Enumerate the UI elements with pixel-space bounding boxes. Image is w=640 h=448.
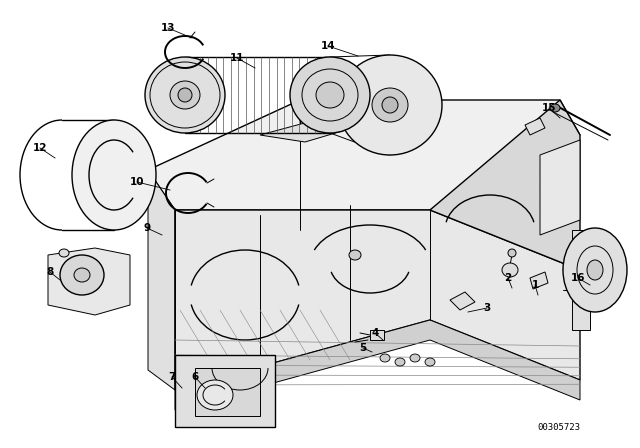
Bar <box>195 368 260 416</box>
Ellipse shape <box>170 81 200 109</box>
Ellipse shape <box>587 260 603 280</box>
Ellipse shape <box>178 88 192 102</box>
Bar <box>175 355 275 427</box>
Ellipse shape <box>72 120 156 230</box>
Ellipse shape <box>197 380 233 410</box>
Ellipse shape <box>425 358 435 366</box>
Ellipse shape <box>563 228 627 312</box>
Ellipse shape <box>410 354 420 362</box>
Text: 14: 14 <box>321 41 335 51</box>
Ellipse shape <box>59 249 69 257</box>
Ellipse shape <box>502 263 518 277</box>
Polygon shape <box>48 248 130 315</box>
Polygon shape <box>260 100 430 142</box>
Text: 2: 2 <box>504 273 511 283</box>
Polygon shape <box>148 100 580 210</box>
Polygon shape <box>540 140 580 235</box>
Polygon shape <box>530 272 548 289</box>
Bar <box>370 330 384 340</box>
Polygon shape <box>430 100 580 270</box>
Polygon shape <box>175 320 580 410</box>
Ellipse shape <box>395 358 405 366</box>
Text: 10: 10 <box>130 177 144 187</box>
Ellipse shape <box>508 249 516 257</box>
Text: 7: 7 <box>168 372 176 382</box>
Text: 3: 3 <box>483 303 491 313</box>
Text: 12: 12 <box>33 143 47 153</box>
Text: 6: 6 <box>191 372 198 382</box>
Ellipse shape <box>382 97 398 113</box>
Bar <box>572 230 590 330</box>
Ellipse shape <box>316 82 344 108</box>
Text: 15: 15 <box>541 103 556 113</box>
Ellipse shape <box>550 104 560 112</box>
Text: 9: 9 <box>143 223 150 233</box>
Polygon shape <box>525 118 545 135</box>
Text: 5: 5 <box>360 343 367 353</box>
Text: 13: 13 <box>161 23 175 33</box>
Text: 8: 8 <box>46 267 54 277</box>
Text: 4: 4 <box>371 328 379 338</box>
Ellipse shape <box>290 57 370 133</box>
Ellipse shape <box>60 255 104 295</box>
Ellipse shape <box>145 57 225 133</box>
Text: 1: 1 <box>531 280 539 290</box>
Ellipse shape <box>349 250 361 260</box>
Polygon shape <box>148 170 175 390</box>
Text: 16: 16 <box>571 273 585 283</box>
Ellipse shape <box>74 268 90 282</box>
Ellipse shape <box>372 88 408 122</box>
Text: 00305723: 00305723 <box>537 423 580 432</box>
Polygon shape <box>175 210 580 390</box>
Polygon shape <box>450 292 475 310</box>
Ellipse shape <box>338 55 442 155</box>
Ellipse shape <box>380 354 390 362</box>
Text: 11: 11 <box>230 53 244 63</box>
